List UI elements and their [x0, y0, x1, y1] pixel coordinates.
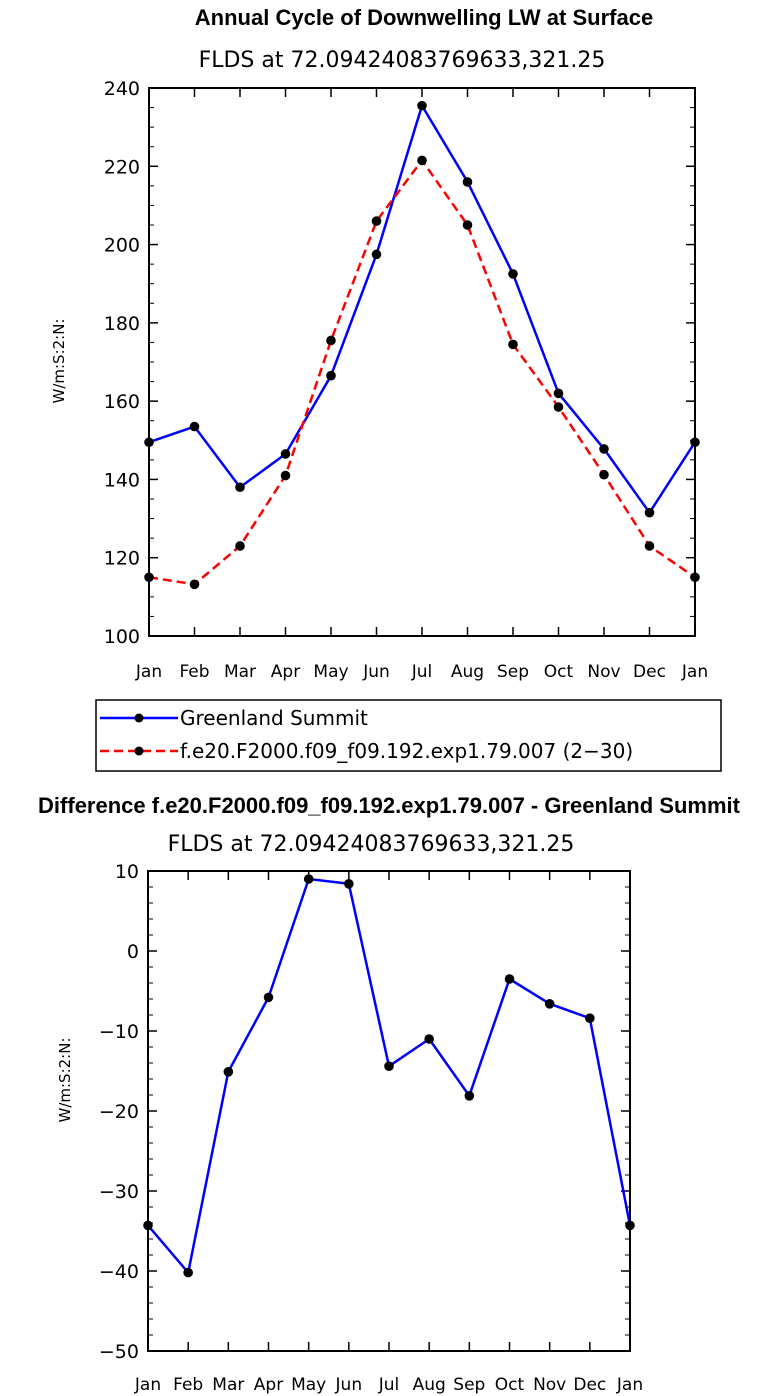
chart2-series-0-point: [585, 1013, 595, 1023]
chart1-title: Annual Cycle of Downwelling LW at Surfac…: [195, 5, 653, 30]
chart1-series-1-point: [553, 402, 564, 412]
annual-cycle-chart: Annual Cycle of Downwelling LW at Surfac…: [50, 5, 708, 682]
chart2-title: Difference f.e20.F2000.f09_f09.192.exp1.…: [38, 793, 741, 818]
chart1-series-0-point: [508, 269, 518, 279]
chart1-series-0-point: [280, 449, 291, 459]
chart1-series-0-point: [417, 100, 427, 111]
chart1-series-0-point: [462, 177, 473, 187]
chart2-y-tick-label: −40: [99, 1261, 139, 1283]
chart2-x-tick-label: Nov: [533, 1375, 566, 1395]
chart1-x-tick-label: Apr: [271, 662, 300, 682]
chart2-subtitle: FLDS at 72.09424083769633,321.25: [168, 832, 575, 857]
chart1-series-0-point: [644, 507, 655, 518]
chart2-y-tick-label: −50: [99, 1341, 139, 1363]
chart1-plot-frame: [148, 87, 696, 637]
chart2-series-line-0: [147, 877, 632, 1274]
chart1-series-1-point: [235, 541, 245, 551]
chart1-x-tick-label: Mar: [224, 662, 256, 682]
chart1-series-line-0: [148, 104, 697, 514]
chart1-series-1-point: [644, 541, 655, 551]
chart1-legend: Greenland Summit f.e20.F2000.f09_f09.192…: [95, 699, 722, 772]
chart2-x-tick-label: Oct: [495, 1375, 525, 1395]
chart2-x-tick-label: Mar: [212, 1375, 244, 1395]
legend-label-greenland: Greenland Summit: [180, 706, 368, 730]
legend-box: [95, 699, 722, 772]
chart2-series-0-point: [303, 874, 314, 884]
chart1-y-axis-label: W/m:S:2:N:: [50, 319, 68, 404]
chart1-series-line-1: [148, 159, 696, 586]
chart1-y-tick-label: 140: [104, 469, 140, 491]
chart1-series-1-point: [462, 220, 473, 230]
chart1-series-0-point: [371, 249, 382, 260]
chart1-series-1-point: [189, 579, 200, 590]
chart2-series-0-point: [424, 1034, 434, 1044]
chart1-x-tick-label: Jul: [411, 662, 433, 682]
chart1-x-tick-label: May: [313, 662, 348, 682]
chart1-subtitle: FLDS at 72.09424083769633,321.25: [199, 48, 606, 73]
chart2-x-tick-label: Aug: [413, 1375, 446, 1395]
chart1-series-1-point: [599, 469, 609, 480]
chart1-y-tick-label: 100: [104, 626, 140, 648]
chart2-x-tick-label: Jan: [616, 1375, 643, 1395]
chart2-x-tick-label: Jan: [134, 1375, 161, 1395]
chart2-x-tick-label: Dec: [573, 1375, 606, 1395]
legend-marker-model: [134, 746, 144, 756]
chart2-x-tick-label: Sep: [453, 1375, 485, 1395]
chart2-series-0-point: [344, 879, 354, 889]
chart2-series-0-point: [544, 999, 555, 1009]
chart1-x-tick-label: Sep: [497, 662, 529, 682]
legend-marker-greenland: [134, 713, 144, 723]
chart1-x-tick-label: Oct: [544, 662, 574, 682]
chart2-series-0-point: [504, 974, 515, 984]
chart1-y-tick-label: 200: [104, 235, 140, 257]
chart2-y-tick-label: −30: [99, 1181, 139, 1203]
chart1-series-0-point: [235, 482, 245, 493]
chart1-series-0-point: [553, 388, 564, 399]
chart1-y-tick-label: 240: [104, 78, 140, 100]
chart1-y-tick-label: 220: [104, 156, 140, 178]
chart1-x-tick-label: Jun: [362, 662, 390, 682]
chart1-x-tick-label: Jan: [681, 662, 708, 682]
chart1-y-tick-label: 160: [104, 391, 140, 413]
chart1-x-tick-label: Aug: [451, 662, 484, 682]
legend-label-model: f.e20.F2000.f09_f09.192.exp1.79.007 (2−3…: [180, 739, 633, 763]
chart2-plot-frame: [147, 870, 631, 1352]
chart1-series-0-point: [599, 444, 609, 454]
chart2-x-tick-label: Jun: [335, 1375, 363, 1395]
chart1-y-tick-label: 120: [104, 548, 140, 570]
difference-chart: Difference f.e20.F2000.f09_f09.192.exp1.…: [38, 793, 741, 1395]
chart2-series-0-point: [263, 992, 274, 1003]
chart2-y-tick-label: 0: [127, 941, 139, 963]
chart1-series-1-point: [371, 216, 382, 226]
chart2-y-axis-label: W/m:S:2:N:: [56, 1038, 74, 1123]
chart1-x-tick-label: Nov: [587, 662, 620, 682]
chart2-series-0-point: [223, 1067, 234, 1077]
chart1-y-tick-label: 180: [104, 313, 140, 335]
chart2-x-tick-label: May: [291, 1375, 326, 1395]
chart1-x-tick-label: Dec: [633, 662, 666, 682]
chart2-series-0-point: [183, 1267, 193, 1278]
chart1-series-1-point: [417, 155, 427, 166]
chart1-series-1-point: [280, 470, 291, 481]
chart1-series-0-point: [189, 421, 200, 432]
chart2-y-tick-label: 10: [115, 861, 139, 883]
chart2-y-tick-label: −20: [99, 1101, 139, 1123]
chart1-x-tick-label: Feb: [179, 662, 209, 682]
chart1-series-0-point: [326, 370, 336, 381]
chart2-x-tick-label: Apr: [254, 1375, 283, 1395]
chart1-series-1-point: [326, 335, 336, 346]
chart2-series-0-point: [384, 1061, 394, 1071]
chart2-series-0-point: [464, 1091, 475, 1101]
chart1-series-1-point: [508, 339, 518, 350]
chart1-x-tick-label: Jan: [135, 662, 162, 682]
chart2-y-tick-label: −10: [99, 1021, 139, 1043]
chart2-x-tick-label: Feb: [173, 1375, 203, 1395]
chart2-x-tick-label: Jul: [378, 1375, 400, 1395]
